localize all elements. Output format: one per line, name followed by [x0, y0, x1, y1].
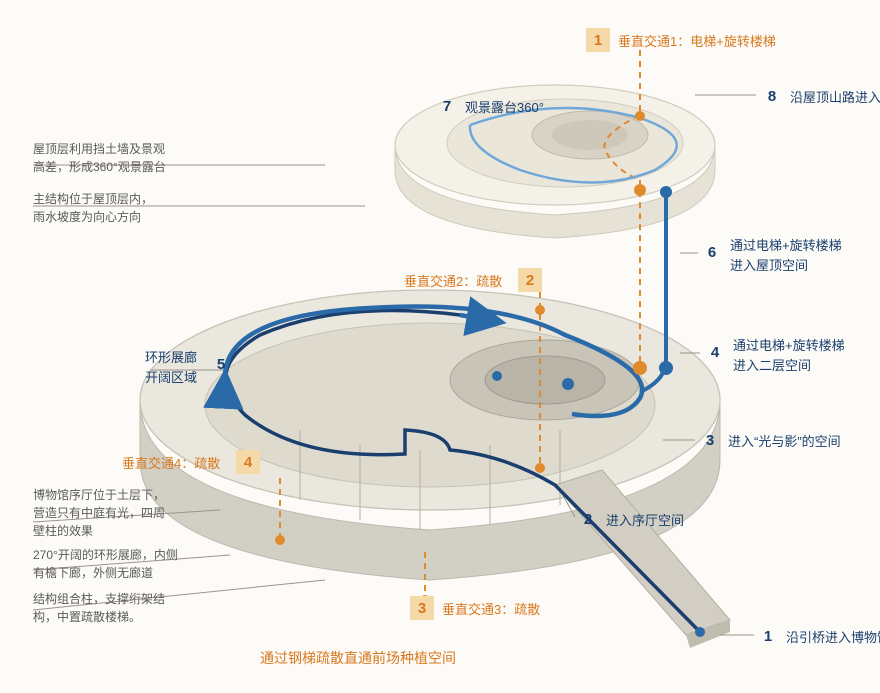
orange-num-4: 4 — [236, 450, 260, 474]
blue-label-1: 沿引桥进入博物馆 — [786, 628, 880, 648]
blue-num-4: 4 — [703, 340, 727, 364]
diagram-stage: 1 沿引桥进入博物馆 2 进入序厅空间 3 进入“光与影”的空间 4 通过电梯+… — [0, 0, 880, 693]
note-roof-terrace: 屋顶层利用挡土墙及景观 高差，形成360°观景露台 — [33, 140, 166, 176]
blue-num-1: 1 — [756, 624, 780, 648]
blue-num-5: 5 — [209, 352, 233, 376]
footer-orange-note: 通过钢梯疏散直通前场种植空间 — [260, 648, 456, 669]
orange-num-1: 1 — [586, 28, 610, 52]
note-ring-gallery: 270°开阔的环形展廊，内侧 有檐下廊，外侧无廊道 — [33, 546, 178, 582]
blue-label-2: 进入序厅空间 — [606, 511, 684, 531]
orange-label-2: 垂直交通2：疏散 — [404, 272, 502, 292]
blue-label-3: 进入“光与影”的空间 — [728, 432, 841, 452]
blue-num-7: 7 — [435, 94, 459, 118]
blue-label-6: 通过电梯+旋转楼梯 进入屋顶空间 — [730, 236, 842, 275]
blue-label-4: 通过电梯+旋转楼梯 进入二层空间 — [733, 336, 845, 375]
orange-label-3: 垂直交通3：疏散 — [442, 600, 540, 620]
orange-num-2: 2 — [518, 268, 542, 292]
blue-label-7: 观景露台360° — [465, 98, 544, 118]
note-foyer: 博物馆序厅位于土层下， 营造只有中庭有光，四周 壁柱的效果 — [33, 486, 165, 540]
orange-num-3: 3 — [410, 596, 434, 620]
blue-label-8: 沿屋顶山路进入林地 — [790, 88, 880, 108]
blue-num-3: 3 — [698, 428, 722, 452]
blue-num-2: 2 — [576, 507, 600, 531]
blue-num-8: 8 — [760, 84, 784, 108]
orange-label-4: 垂直交通4：疏散 — [122, 454, 220, 474]
note-composite-column: 结构组合柱，支撑绗架结 构，中置疏散楼梯。 — [33, 590, 165, 626]
blue-label-5: 环形展廊 开阔区域 — [145, 348, 197, 387]
note-main-structure: 主结构位于屋顶层内， 雨水坡度为向心方向 — [33, 190, 153, 226]
blue-num-6: 6 — [700, 240, 724, 264]
orange-label-1: 垂直交通1：电梯+旋转楼梯 — [618, 32, 776, 52]
